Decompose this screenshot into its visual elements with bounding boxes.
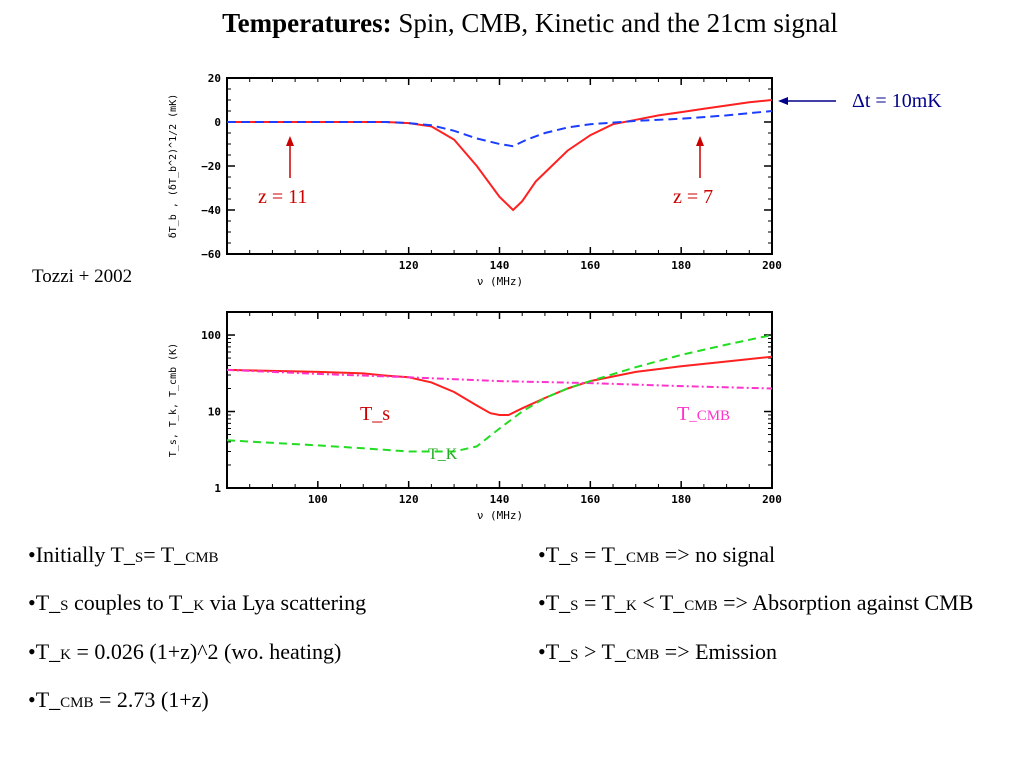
y-tick-label: −20 [201,160,221,173]
plot-frame [226,77,773,255]
brightness-temperature-chart: 200−20−40−60 120 140 160 180 200 ν (MHz) δT_… [168,72,782,288]
z7-label: z = 7 [673,186,714,208]
citation: Tozzi + 2002 [32,266,133,287]
list-item: •T_S = T_K < T_CMB => Absorption against… [538,590,974,616]
x-axis-label: ν (MHz) [477,509,523,522]
axis-ticks [226,77,773,255]
plot-area [226,77,773,255]
list-item: •T_K = 0.026 (1+z)^2 (wo. heating) [28,638,342,664]
tcmb-series-label: T_CMB [677,403,730,426]
x-tick-labels: 100 120 140 160 180 200 [308,493,782,506]
y-tick-labels: 20 0 −20 −40 −60 [201,72,221,261]
y-tick-labels: 100 10 1 [201,329,221,495]
y-tick-label: 0 [214,116,221,129]
x-tick-label: 160 [580,259,600,272]
y-tick-label: −40 [201,204,221,217]
title-bold: Temperatures: [222,8,392,38]
list-item: •T_S > T_CMB => Emission [538,638,778,664]
series-group [226,334,773,453]
title-rest: Spin, CMB, Kinetic and the 21cm signal [391,8,838,38]
x-axis-label: ν (MHz) [477,275,523,288]
y-tick-label: −60 [201,248,221,261]
plot-frame [226,311,773,489]
list-item: •Initially T_S= T_CMB [28,542,219,567]
tcmb-label-sub: _CMB [689,408,731,424]
plot-area [226,311,773,489]
right-bullet-list: •T_S = T_CMB => no signal •T_S = T_K < T… [538,542,978,687]
tcmb-label-main: T [677,403,690,425]
x-tick-label: 140 [490,259,510,272]
y-tick-label: 1 [214,482,221,495]
x-tick-label: 200 [762,259,782,272]
ts-series-label: T_s [360,403,390,425]
series-line-tcmb [226,368,773,390]
left-bullet-list: •Initially T_S= T_CMB •T_S couples to T_… [28,542,508,736]
x-tick-labels: 120 140 160 180 200 [399,259,782,272]
y-tick-label: 10 [208,406,221,419]
x-tick-label: 140 [490,493,510,506]
series-line-tk [226,334,773,453]
temperatures-log-chart: 100 10 1 100 120 140 160 180 200 ν (MHz) T_s, T… [168,311,782,522]
x-tick-label: 180 [671,493,691,506]
series-line-red [227,99,773,212]
series-line-ts [226,355,773,416]
page-title: Temperatures: Spin, CMB, Kinetic and the… [0,8,1024,39]
series-line-blue [227,110,773,148]
series-group [227,99,773,212]
list-item: •T_S = T_CMB => no signal [538,542,776,567]
delta-t-label: Δt = 10mK [852,90,942,112]
tk-series-label: T_K [428,446,458,463]
list-item: •T_CMB = 2.73 (1+z) [28,687,209,713]
x-tick-label: 200 [762,493,782,506]
z11-label: z = 11 [258,186,308,208]
x-tick-label: 180 [671,259,691,272]
y-tick-label: 20 [208,72,221,85]
x-tick-label: 160 [580,493,600,506]
y-tick-label: 100 [201,329,221,342]
y-axis-label: T_s, T_k, T_cmb (K) [168,343,179,457]
x-tick-label: 120 [399,259,419,272]
x-tick-label: 100 [308,493,328,506]
list-item: •T_S couples to T_K via Lya scattering [28,590,367,616]
axis-ticks [226,311,773,489]
y-axis-label: δT_b , (δT_b^2)^1/2 (mK) [168,94,179,239]
x-tick-label: 120 [399,493,419,506]
